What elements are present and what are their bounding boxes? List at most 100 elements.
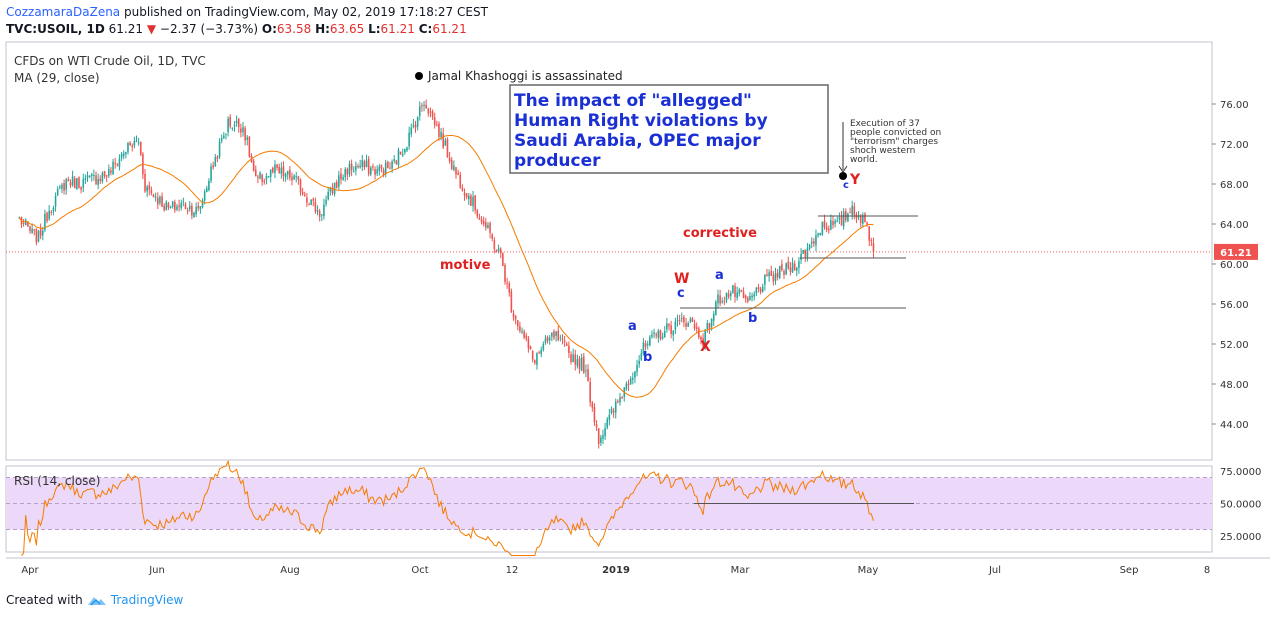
price-tick-label: 68.00 bbox=[1220, 180, 1249, 191]
candle-body bbox=[736, 292, 738, 299]
tradingview-link[interactable]: TradingView bbox=[110, 593, 184, 607]
candle-body bbox=[772, 275, 775, 282]
candle-body bbox=[557, 330, 560, 341]
candle-body bbox=[265, 176, 268, 180]
last-value: 61.21 bbox=[108, 22, 144, 36]
candle-body bbox=[470, 195, 472, 206]
candle-body bbox=[502, 253, 504, 267]
candle-body bbox=[674, 321, 677, 330]
candle-body bbox=[832, 221, 834, 226]
candle-body bbox=[274, 164, 276, 173]
ma-legend: MA (29, close) bbox=[14, 71, 100, 85]
wave-label: b bbox=[748, 311, 757, 326]
candle-body bbox=[685, 323, 687, 327]
high-value: 63.65 bbox=[329, 22, 365, 36]
candle-body bbox=[725, 292, 728, 301]
candle-body bbox=[97, 179, 99, 185]
candle-body bbox=[480, 219, 483, 223]
candle-body bbox=[103, 171, 106, 177]
candle-body bbox=[416, 117, 419, 127]
candle-body bbox=[118, 158, 121, 167]
execution-note-line: people convicted on bbox=[850, 128, 941, 138]
candle-body bbox=[169, 206, 172, 208]
candle-body bbox=[22, 222, 25, 224]
candle-body bbox=[455, 167, 457, 175]
candle-body bbox=[291, 176, 293, 181]
price-tick-label: 56.00 bbox=[1220, 300, 1249, 311]
candle-body bbox=[261, 174, 263, 182]
candle-body bbox=[651, 334, 653, 337]
candle-body bbox=[159, 196, 161, 204]
candle-body bbox=[297, 176, 300, 180]
candle-body bbox=[691, 318, 694, 322]
candle-body bbox=[295, 176, 298, 178]
candle-body bbox=[306, 197, 308, 203]
candle-body bbox=[859, 216, 862, 224]
candle-body bbox=[161, 196, 163, 207]
candle-body bbox=[749, 295, 751, 301]
candle-body bbox=[90, 174, 93, 176]
candle-body bbox=[446, 138, 449, 158]
candle-body bbox=[223, 135, 225, 139]
candle-body bbox=[152, 194, 155, 198]
candle-body bbox=[474, 195, 476, 211]
candle-body bbox=[65, 179, 68, 190]
candle-body bbox=[593, 406, 596, 423]
footer: Created with TradingView bbox=[6, 593, 183, 607]
candle-body bbox=[299, 179, 302, 193]
price-tick-label: 64.00 bbox=[1220, 220, 1249, 231]
candle-body bbox=[237, 119, 240, 128]
candle-body bbox=[282, 166, 285, 177]
candle-body bbox=[732, 285, 734, 293]
candle-body bbox=[54, 196, 57, 207]
candle-body bbox=[702, 338, 704, 347]
candle-body bbox=[655, 334, 658, 336]
candle-body bbox=[267, 176, 270, 178]
execution-note-line: "terrorism" charges bbox=[850, 137, 938, 147]
candle-body bbox=[851, 206, 853, 215]
time-tick-label: Jul bbox=[988, 565, 1001, 576]
candle-body bbox=[450, 159, 453, 169]
candle-body bbox=[365, 160, 368, 167]
candle-body bbox=[606, 418, 609, 428]
headline-line: producer bbox=[514, 151, 601, 171]
candle-body bbox=[563, 340, 566, 343]
candle-body bbox=[857, 216, 860, 218]
candle-body bbox=[617, 401, 619, 403]
high-label: H: bbox=[315, 22, 330, 36]
execution-note-line: shoch western bbox=[850, 146, 915, 156]
candle-body bbox=[540, 349, 542, 355]
candle-body bbox=[742, 291, 745, 298]
candle-body bbox=[84, 178, 87, 180]
candle-body bbox=[755, 287, 758, 294]
candle-body bbox=[363, 161, 366, 168]
candle-body bbox=[610, 408, 613, 413]
candle-body bbox=[427, 108, 430, 114]
candle-body bbox=[582, 356, 585, 373]
author-link[interactable]: CozzamaraDaZena bbox=[6, 5, 121, 19]
price-tick-label: 76.00 bbox=[1220, 100, 1249, 111]
candle-body bbox=[321, 214, 323, 216]
candle-body bbox=[369, 167, 372, 175]
candle-body bbox=[719, 295, 721, 304]
candle-body bbox=[638, 360, 640, 365]
candle-body bbox=[195, 206, 197, 215]
candle-body bbox=[531, 350, 534, 360]
candle-body bbox=[231, 127, 234, 129]
candle-body bbox=[59, 187, 61, 189]
candle-body bbox=[69, 182, 72, 186]
headline-line: Human Right violations by bbox=[514, 111, 768, 131]
candle-body bbox=[48, 210, 50, 220]
candle-body bbox=[493, 240, 496, 249]
candle-body bbox=[836, 220, 839, 222]
candle-body bbox=[244, 128, 246, 141]
candle-body bbox=[216, 156, 219, 159]
execution-arrowhead bbox=[838, 165, 848, 173]
candle-body bbox=[308, 204, 310, 206]
candle-body bbox=[815, 235, 817, 246]
time-tick-label: Mar bbox=[731, 565, 751, 576]
candle-body bbox=[33, 229, 36, 231]
rsi-line bbox=[21, 459, 874, 556]
candle-body bbox=[453, 165, 455, 170]
